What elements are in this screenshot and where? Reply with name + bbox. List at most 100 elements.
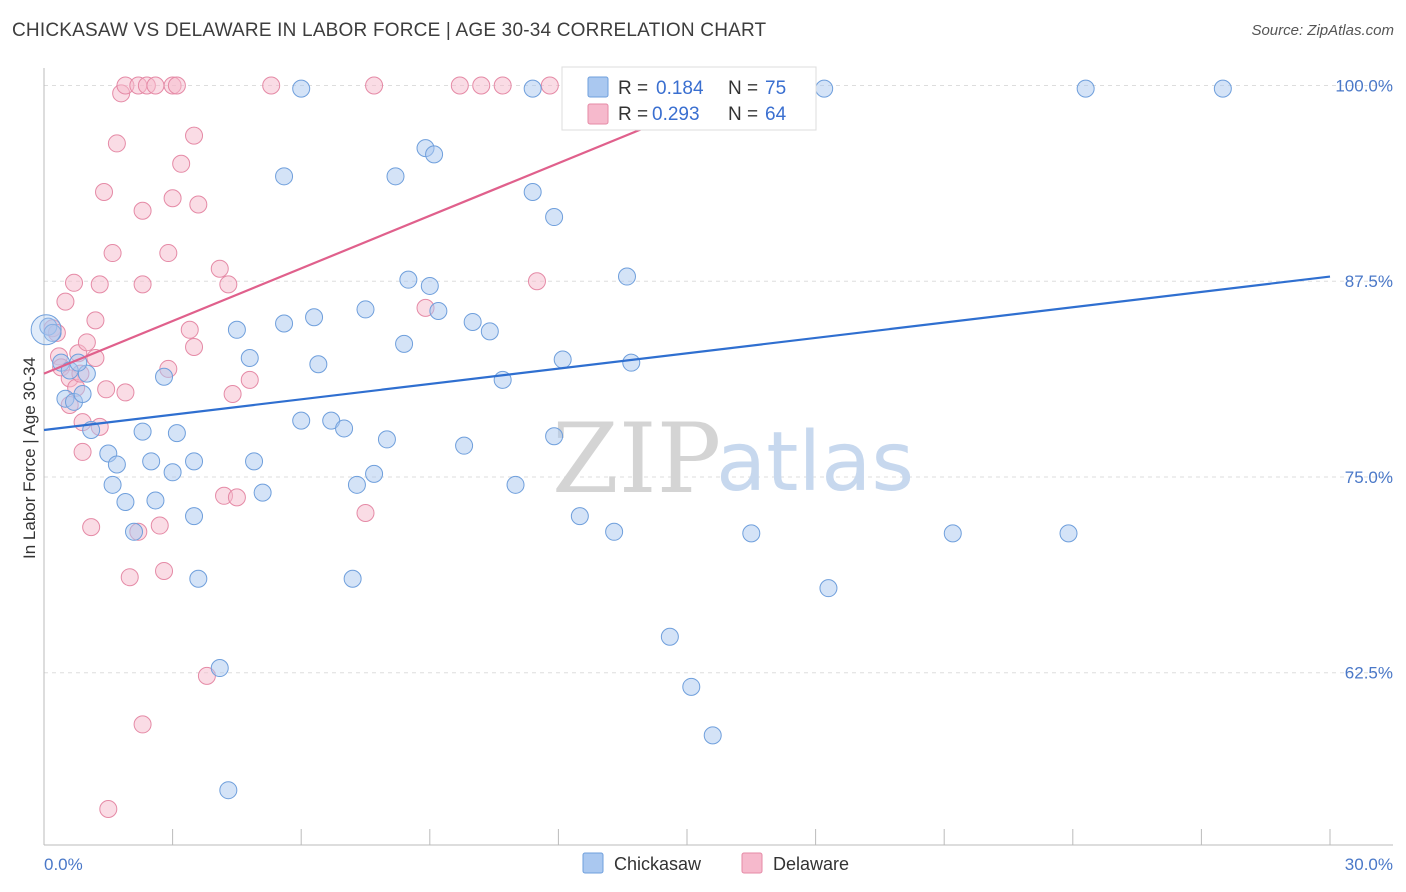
delaware-point [189, 195, 208, 214]
x-tick-label-min: 0.0% [44, 855, 83, 874]
delaware-point [86, 311, 105, 330]
delaware-point [133, 715, 152, 734]
delaware-point [185, 126, 204, 145]
delaware-trend-line [43, 109, 688, 375]
delaware-point [163, 189, 182, 208]
delaware-point [116, 383, 135, 402]
delaware-point [450, 76, 469, 95]
chickasaw-point [163, 463, 182, 482]
delaware-point [356, 504, 375, 523]
delaware-n-label: N = [728, 104, 758, 125]
delaware-point [493, 76, 512, 95]
delaware-point [527, 272, 546, 291]
delaware-point [95, 182, 114, 201]
chickasaw-point [73, 384, 92, 403]
chickasaw-n-value: 75 [765, 78, 786, 99]
delaware-point [133, 275, 152, 294]
chickasaw-point [545, 208, 564, 227]
trend-lines [43, 109, 1331, 432]
chickasaw-point [605, 522, 624, 541]
delaware-point [240, 370, 259, 389]
y-tick-label: 87.5% [1345, 272, 1393, 291]
delaware-point [155, 561, 174, 580]
chickasaw-points [30, 79, 1232, 800]
chickasaw-point [420, 276, 439, 295]
delaware-point [146, 76, 165, 95]
chickasaw-point [133, 422, 152, 441]
chickasaw-point [253, 483, 272, 502]
chickasaw-point [343, 569, 362, 588]
chickasaw-point [429, 301, 448, 320]
delaware-r-value: 0.293 [652, 104, 700, 125]
chickasaw-point [682, 677, 701, 696]
y-tick-label: 75.0% [1345, 468, 1393, 487]
watermark-zip: ZIP [552, 403, 721, 515]
chickasaw-point [189, 569, 208, 588]
delaware-point [185, 338, 204, 357]
delaware-point [167, 76, 186, 95]
series-legend: Chickasaw Delaware [582, 852, 849, 874]
y-tick-label: 100.0% [1335, 76, 1393, 95]
chickasaw-point [425, 145, 444, 164]
chickasaw-point [622, 353, 641, 372]
delaware-point [210, 259, 229, 278]
chickasaw-point [107, 455, 126, 474]
delaware-point [107, 134, 126, 153]
chickasaw-point [1059, 524, 1078, 543]
chickasaw-point [103, 475, 122, 494]
chickasaw-legend-swatch [587, 76, 609, 98]
chickasaw-point [742, 524, 761, 543]
stats-legend: R = 0.184 N = 75 R = 0.293 N = 64 [561, 66, 817, 131]
delaware-point [262, 76, 281, 95]
delaware-point [172, 154, 191, 173]
delaware-point [56, 292, 75, 311]
chickasaw-point [292, 411, 311, 430]
chickasaw-point [617, 267, 636, 286]
chickasaw-point [185, 452, 204, 471]
delaware-point [103, 244, 122, 263]
chickasaw-point [275, 314, 294, 333]
chickasaw-point [815, 79, 834, 98]
chickasaw-cluster-point [30, 314, 62, 346]
delaware-point [82, 518, 101, 537]
delaware-point [120, 568, 139, 587]
delaware-point [99, 799, 118, 818]
delaware-n-value: 64 [765, 104, 787, 125]
x-tick-label-max: 30.0% [1345, 855, 1393, 874]
delaware-point [540, 76, 559, 95]
watermark: ZIP atlas [552, 403, 914, 515]
delaware-point [472, 76, 491, 95]
chickasaw-point [142, 452, 161, 471]
delaware-point [65, 273, 84, 292]
chickasaw-point [155, 367, 174, 386]
delaware-point [365, 76, 384, 95]
delaware-legend-label: Delaware [773, 854, 849, 874]
y-tick-labels: 62.5% 75.0% 87.5% 100.0% [1335, 76, 1393, 682]
delaware-point [159, 244, 178, 263]
watermark-atlas: atlas [716, 415, 914, 510]
delaware-point [219, 275, 238, 294]
chickasaw-r-label: R = [618, 78, 648, 99]
delaware-r-label: R = [618, 104, 648, 125]
chickasaw-point [356, 300, 375, 319]
chart-title: CHICKASAW VS DELAWARE IN LABOR FORCE | A… [12, 20, 767, 41]
source-label: Source: ZipAtlas.com [1251, 22, 1394, 39]
chickasaw-point [553, 350, 572, 369]
y-axis-title: In Labor Force | Age 30-34 [20, 357, 39, 559]
chickasaw-point [399, 270, 418, 289]
chickasaw-point [660, 627, 679, 646]
delaware-point [150, 516, 169, 535]
delaware-bottom-swatch [741, 852, 763, 874]
chickasaw-point [570, 507, 589, 526]
axes [43, 68, 1393, 846]
delaware-point [227, 488, 246, 507]
delaware-point [97, 380, 116, 399]
delaware-points [43, 76, 602, 818]
chickasaw-point [523, 182, 542, 201]
chickasaw-point [365, 464, 384, 483]
chickasaw-point [347, 475, 366, 494]
chickasaw-trend-line [43, 275, 1331, 432]
chickasaw-bottom-swatch [582, 852, 604, 874]
delaware-point [77, 333, 96, 352]
